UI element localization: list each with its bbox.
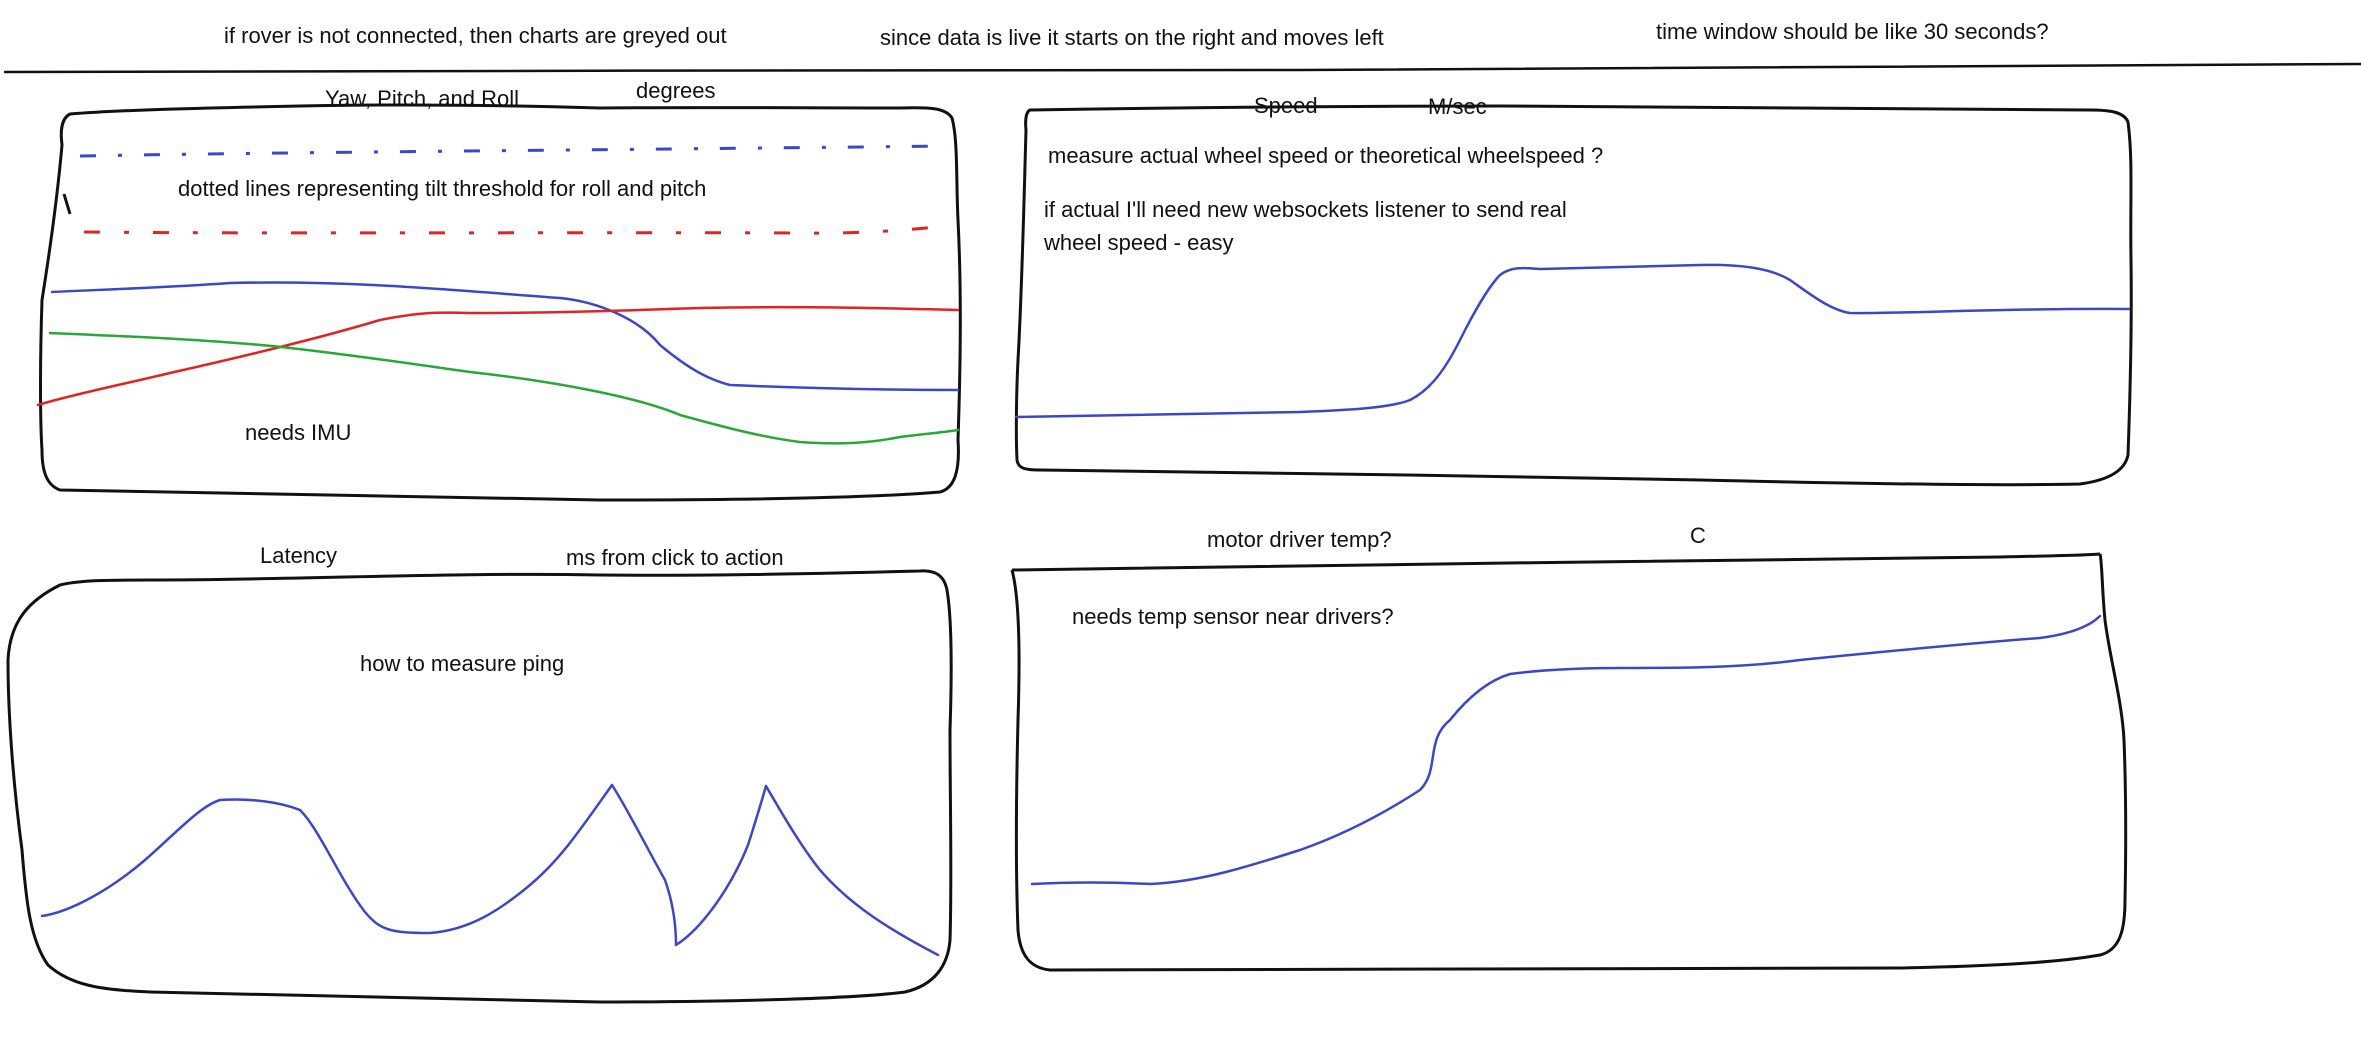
latency-chart-unit: ms from click to action — [566, 545, 784, 570]
temperature-line — [1030, 614, 2102, 886]
speed-chart-title: Speed — [1254, 93, 1318, 118]
orientation-sensor-note: needs IMU — [245, 420, 352, 445]
speed-chart-frame — [1014, 104, 2133, 487]
speed-line — [1014, 263, 2131, 419]
pitch-threshold-line — [79, 144, 951, 158]
speed-chart-unit: M/sec — [1428, 94, 1487, 119]
temperature-chart-frame — [1010, 552, 2128, 973]
speed-actual-note-line1: if actual I'll need new websockets liste… — [1044, 197, 1567, 222]
latency-chart-title: Latency — [260, 543, 338, 568]
note-greyed-out: if rover is not connected, then charts a… — [224, 23, 727, 48]
temperature-chart-unit: C — [1690, 523, 1706, 548]
orientation-frame-tick — [62, 193, 72, 215]
latency-chart-frame — [6, 569, 953, 1004]
yaw-line — [50, 281, 960, 392]
pitch-line — [48, 331, 960, 445]
note-live-direction: since data is live it starts on the righ… — [880, 25, 1384, 50]
header-divider-line — [3, 62, 2361, 74]
temperature-sensor-note: needs temp sensor near drivers? — [1072, 604, 1394, 629]
speed-question-note: measure actual wheel speed or theoretica… — [1048, 143, 1604, 168]
orientation-chart-frame — [39, 103, 962, 502]
note-time-window: time window should be like 30 seconds? — [1656, 19, 2049, 44]
roll-line — [36, 305, 960, 407]
latency-ping-note: how to measure ping — [360, 651, 565, 676]
temperature-chart-title: motor driver temp? — [1207, 527, 1392, 552]
speed-actual-note-line2: wheel speed - easy — [1044, 230, 1234, 255]
orientation-chart-unit: degrees — [636, 78, 716, 103]
orientation-threshold-note: dotted lines representing tilt threshold… — [178, 176, 707, 201]
orientation-chart-title: Yaw, Pitch, and Roll — [325, 86, 520, 111]
roll-threshold-line — [83, 224, 951, 235]
latency-line — [40, 783, 940, 957]
